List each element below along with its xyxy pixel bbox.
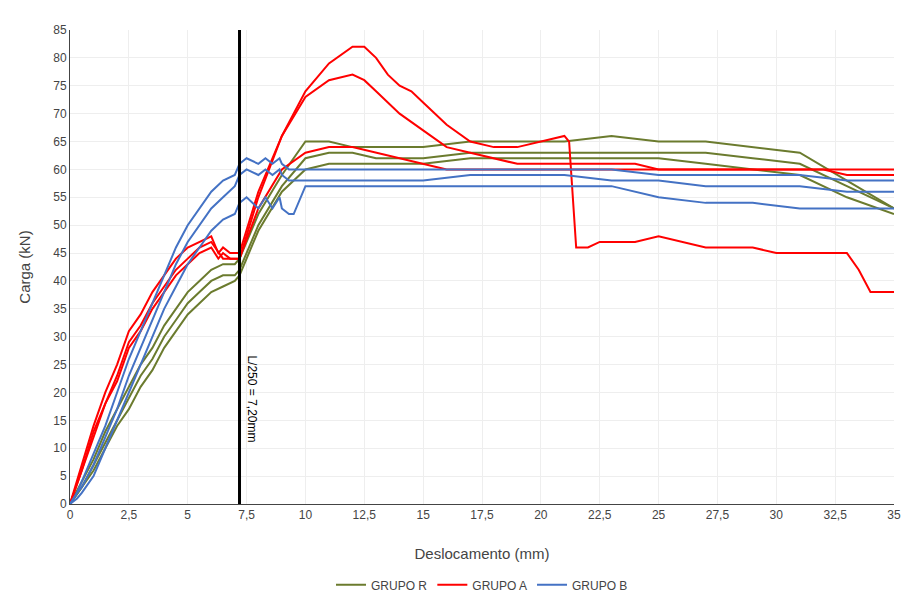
svg-text:5: 5 <box>60 469 67 483</box>
svg-text:GRUPO A: GRUPO A <box>472 579 527 593</box>
svg-text:55: 55 <box>53 190 67 204</box>
svg-text:35: 35 <box>53 302 67 316</box>
svg-text:5: 5 <box>184 508 191 522</box>
svg-text:GRUPO B: GRUPO B <box>572 579 627 593</box>
svg-text:Deslocamento (mm): Deslocamento (mm) <box>414 545 549 562</box>
svg-text:30: 30 <box>770 508 784 522</box>
svg-text:0: 0 <box>60 497 67 511</box>
svg-text:2,5: 2,5 <box>121 508 138 522</box>
svg-text:L/250 = 7,20mm: L/250 = 7,20mm <box>245 355 259 442</box>
svg-text:10: 10 <box>53 441 67 455</box>
svg-text:70: 70 <box>53 107 67 121</box>
svg-text:45: 45 <box>53 246 67 260</box>
svg-text:Carga (kN): Carga (kN) <box>16 230 33 303</box>
svg-text:0: 0 <box>67 508 74 522</box>
svg-text:80: 80 <box>53 51 67 65</box>
svg-text:GRUPO R: GRUPO R <box>371 579 427 593</box>
svg-text:27,5: 27,5 <box>706 508 730 522</box>
svg-text:40: 40 <box>53 274 67 288</box>
svg-text:65: 65 <box>53 135 67 149</box>
svg-text:10: 10 <box>299 508 313 522</box>
svg-text:32,5: 32,5 <box>823 508 847 522</box>
svg-text:20: 20 <box>534 508 548 522</box>
svg-text:60: 60 <box>53 163 67 177</box>
svg-text:25: 25 <box>652 508 666 522</box>
svg-text:20: 20 <box>53 386 67 400</box>
svg-text:85: 85 <box>53 23 67 37</box>
svg-text:22,5: 22,5 <box>588 508 612 522</box>
svg-text:12,5: 12,5 <box>353 508 377 522</box>
svg-text:30: 30 <box>53 330 67 344</box>
svg-text:35: 35 <box>887 508 901 522</box>
svg-text:25: 25 <box>53 358 67 372</box>
svg-text:50: 50 <box>53 218 67 232</box>
svg-text:15: 15 <box>416 508 430 522</box>
svg-text:7,5: 7,5 <box>238 508 255 522</box>
svg-text:17,5: 17,5 <box>470 508 494 522</box>
svg-text:75: 75 <box>53 79 67 93</box>
svg-text:15: 15 <box>53 414 67 428</box>
